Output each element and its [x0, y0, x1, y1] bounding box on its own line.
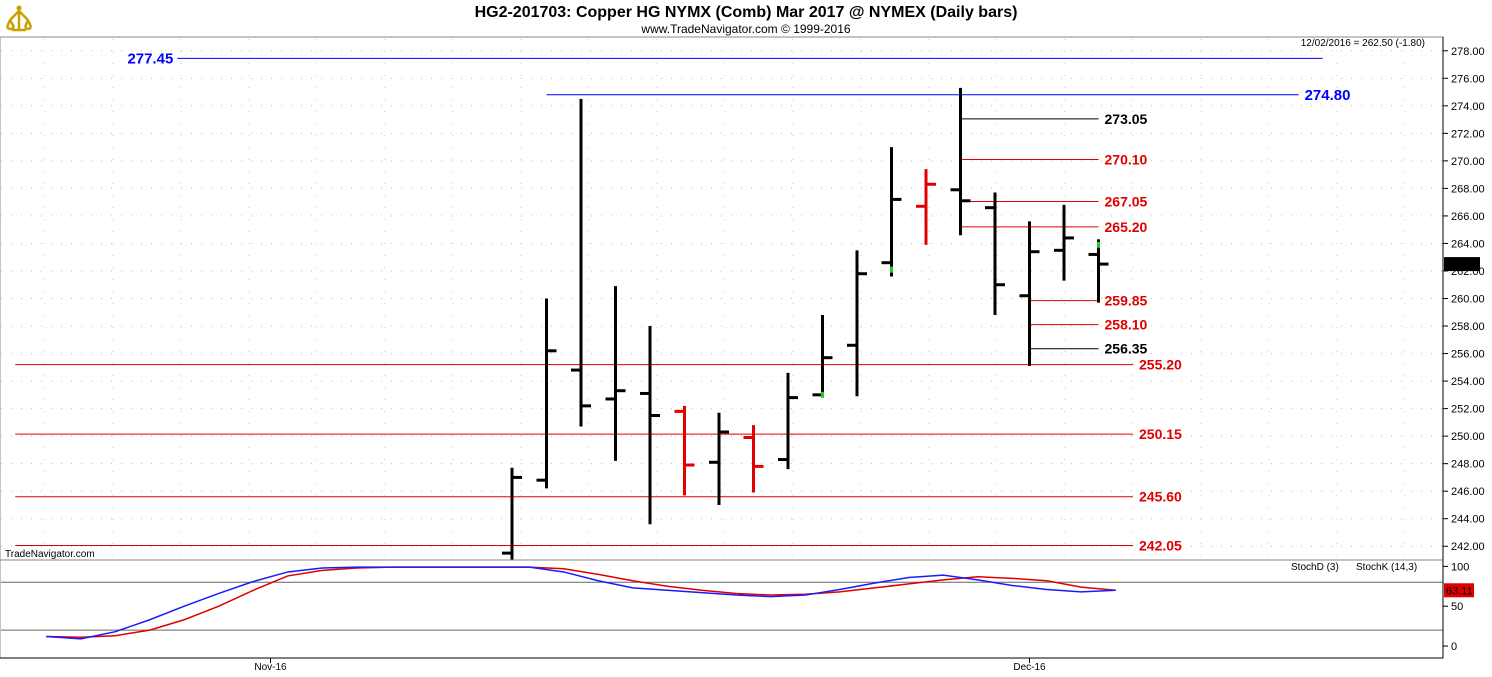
ohlc-bar — [812, 315, 833, 398]
logo-icon — [4, 3, 34, 35]
y-tick-label: 246.00 — [1451, 486, 1485, 498]
stoch-value-label: 63.11 — [1446, 585, 1473, 597]
ohlc-bar — [985, 192, 1005, 316]
x-tick-label: Nov-16 — [254, 662, 287, 673]
y-tick-label: 260.00 — [1451, 294, 1485, 306]
ohlc-bar — [502, 467, 522, 560]
y-tick-label: 250.00 — [1451, 431, 1485, 443]
price-levels: 277.45 274.80 273.05 270.10 267.05 265.20 259.… — [15, 50, 1351, 554]
y-tick-label: 278.00 — [1451, 46, 1485, 58]
y-tick-label: 248.00 — [1451, 459, 1485, 471]
watermark: TradeNavigator.com — [5, 549, 95, 560]
ohlc-bar — [709, 412, 729, 505]
ohlc-bar — [916, 169, 936, 245]
last-quote-label: 12/02/2016 = 262.50 (-1.80) — [1301, 38, 1425, 49]
level-label: 277.45 — [127, 50, 173, 67]
ohlc-bar — [1054, 204, 1074, 281]
y-tick-label: 272.00 — [1451, 128, 1485, 140]
legend-stochk: StochK (14,3) — [1356, 562, 1417, 573]
level-label: 242.05 — [1139, 538, 1182, 554]
y-tick-label: 242.00 — [1451, 541, 1485, 553]
last-price-box — [1444, 257, 1480, 272]
stoch-axis: 0 50 100 63.11 — [1442, 37, 1474, 658]
legend-stochd: StochD (3) — [1291, 562, 1339, 573]
level-label: 250.15 — [1139, 426, 1182, 442]
level-label: 245.60 — [1139, 489, 1182, 505]
price-bars — [502, 87, 1109, 560]
stoch-lines — [46, 566, 1116, 640]
y-tick-label: 254.00 — [1451, 376, 1485, 388]
ohlc-bar — [640, 326, 660, 525]
stoch-tick-label: 0 — [1451, 641, 1457, 653]
ohlc-bar — [674, 405, 695, 496]
level-label: 259.85 — [1105, 293, 1148, 309]
y-tick-label: 266.00 — [1451, 211, 1485, 223]
stoch-tick-label: 100 — [1451, 561, 1469, 573]
ohlc-bar — [1088, 239, 1109, 303]
ohlc-bar — [605, 286, 626, 461]
stoch-value-box — [1444, 583, 1474, 598]
level-label: 273.05 — [1105, 111, 1148, 127]
chart-subtitle: www.TradeNavigator.com © 1999-2016 — [640, 22, 850, 36]
y-tick-label: 252.00 — [1451, 404, 1485, 416]
y-tick-label: 258.00 — [1451, 321, 1485, 333]
level-label: 265.20 — [1105, 219, 1148, 235]
level-label: 255.20 — [1139, 357, 1182, 373]
stochk-line — [46, 566, 1116, 640]
ohlc-bar — [881, 147, 902, 277]
ohlc-bar — [743, 425, 764, 493]
stoch-panel — [0, 559, 1444, 659]
y-tick-label: 256.00 — [1451, 349, 1485, 361]
price-grid — [1, 39, 1443, 558]
ohlc-bar — [536, 298, 557, 489]
x-axis: Nov-16 Dec-16 — [0, 657, 1443, 673]
last-price-label: 262.50 — [1446, 259, 1480, 271]
stoch-tick-label: 50 — [1451, 601, 1463, 613]
price-axis: 242.00 244.00 246.00 248.00 250.00 252.00 254.… — [1443, 46, 1485, 553]
stochd-line — [46, 566, 1116, 639]
ohlc-bar — [950, 87, 971, 236]
y-tick-label: 274.00 — [1451, 101, 1485, 113]
ohlc-bar — [571, 98, 591, 427]
y-tick-label: 268.00 — [1451, 183, 1485, 195]
stoch-grid — [1, 581, 1443, 631]
ohlc-bar — [847, 250, 867, 397]
y-tick-label: 270.00 — [1451, 156, 1485, 168]
ohlc-bar — [1019, 221, 1040, 366]
y-tick-label: 276.00 — [1451, 73, 1485, 85]
level-label: 274.80 — [1305, 87, 1351, 104]
ohlc-bar — [778, 372, 798, 470]
y-tick-label: 264.00 — [1451, 238, 1485, 250]
y-tick-label: 244.00 — [1451, 514, 1485, 526]
level-label: 258.10 — [1105, 317, 1148, 333]
level-label: 267.05 — [1105, 193, 1148, 209]
chart-title: HG2-201703: Copper HG NYMX (Comb) Mar 20… — [475, 4, 1018, 21]
level-label: 270.10 — [1105, 151, 1148, 167]
level-label: 256.35 — [1105, 341, 1148, 357]
x-tick-label: Dec-16 — [1013, 662, 1046, 673]
